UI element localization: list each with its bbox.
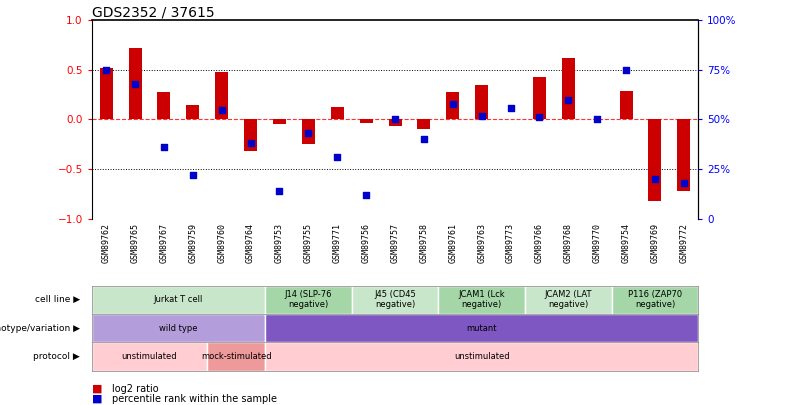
Text: Jurkat T cell: Jurkat T cell (154, 295, 203, 304)
Bar (92, 342, 207, 371)
Text: GSM89772: GSM89772 (679, 223, 689, 263)
Point (533, 114, 546, 121)
Text: genotype/variation ▶: genotype/variation ▶ (0, 324, 80, 333)
Point (389, 116, 401, 123)
Text: mock-stimulated: mock-stimulated (201, 352, 271, 361)
Bar (100, 68, 113, 119)
Bar (475, 85, 488, 119)
Bar (187, 104, 200, 119)
Text: GSM89769: GSM89769 (650, 223, 659, 263)
Bar (438, 286, 525, 314)
Bar (92, 286, 265, 314)
Point (620, 66, 633, 73)
Text: cell line ▶: cell line ▶ (34, 295, 80, 304)
Bar (360, 119, 373, 124)
Point (187, 172, 200, 178)
Text: P116 (ZAP70
negative): P116 (ZAP70 negative) (628, 290, 682, 309)
Bar (619, 91, 633, 119)
Point (244, 140, 257, 147)
Point (678, 180, 690, 186)
Text: ■: ■ (92, 384, 102, 394)
Text: GSM89758: GSM89758 (420, 223, 429, 263)
Point (215, 107, 228, 113)
Text: protocol ▶: protocol ▶ (33, 352, 80, 361)
Bar (417, 119, 430, 130)
Point (417, 136, 430, 143)
Bar (273, 119, 286, 124)
Point (476, 112, 488, 119)
Text: unstimulated: unstimulated (122, 352, 177, 361)
Text: GDS2352 / 37615: GDS2352 / 37615 (92, 5, 215, 19)
Text: JCAM2 (LAT
negative): JCAM2 (LAT negative) (544, 290, 592, 309)
Text: J45 (CD45
negative): J45 (CD45 negative) (374, 290, 416, 309)
Bar (678, 119, 690, 191)
Point (360, 192, 373, 198)
Bar (533, 77, 546, 119)
Point (331, 154, 344, 160)
Point (649, 176, 662, 182)
Text: GSM89764: GSM89764 (246, 223, 255, 263)
Text: unstimulated: unstimulated (454, 352, 509, 361)
Bar (92, 314, 265, 342)
Text: GSM89768: GSM89768 (564, 223, 573, 263)
Text: J14 (SLP-76
negative): J14 (SLP-76 negative) (285, 290, 332, 309)
Bar (265, 314, 698, 342)
Text: mutant: mutant (466, 324, 497, 333)
Text: GSM89753: GSM89753 (275, 223, 284, 263)
Bar (157, 92, 171, 119)
Text: percentile rank within the sample: percentile rank within the sample (112, 394, 277, 404)
Text: GSM89771: GSM89771 (333, 223, 342, 263)
Text: GSM89761: GSM89761 (448, 223, 457, 263)
Bar (562, 58, 575, 119)
Point (562, 96, 575, 103)
Text: GSM89762: GSM89762 (101, 223, 111, 263)
Text: GSM89760: GSM89760 (217, 223, 226, 263)
Bar (611, 286, 698, 314)
Point (157, 144, 170, 151)
Bar (128, 48, 141, 119)
Text: ■: ■ (92, 394, 102, 404)
Bar (215, 72, 228, 119)
Bar (302, 119, 315, 144)
Text: GSM89757: GSM89757 (390, 223, 400, 263)
Point (128, 81, 141, 87)
Text: wild type: wild type (159, 324, 198, 333)
Point (273, 188, 286, 194)
Point (504, 104, 517, 111)
Text: GSM89759: GSM89759 (188, 223, 197, 263)
Bar (446, 92, 460, 119)
Bar (265, 342, 698, 371)
Text: GSM89754: GSM89754 (622, 223, 630, 263)
Text: GSM89765: GSM89765 (131, 223, 140, 263)
Bar (649, 119, 662, 201)
Text: log2 ratio: log2 ratio (112, 384, 158, 394)
Bar (207, 342, 265, 371)
Bar (265, 286, 352, 314)
Bar (389, 119, 401, 126)
Text: GSM89770: GSM89770 (593, 223, 602, 263)
Text: GSM89763: GSM89763 (477, 223, 486, 263)
Point (302, 130, 314, 136)
Bar (244, 119, 257, 151)
Bar (525, 286, 611, 314)
Point (100, 66, 113, 73)
Text: GSM89755: GSM89755 (304, 223, 313, 263)
Text: GSM89767: GSM89767 (160, 223, 168, 263)
Point (591, 116, 603, 123)
Bar (352, 286, 438, 314)
Text: JCAM1 (Lck
negative): JCAM1 (Lck negative) (458, 290, 505, 309)
Text: GSM89756: GSM89756 (361, 223, 370, 263)
Text: GSM89766: GSM89766 (535, 223, 544, 263)
Bar (330, 107, 344, 119)
Point (446, 100, 459, 107)
Text: GSM89773: GSM89773 (506, 223, 515, 263)
